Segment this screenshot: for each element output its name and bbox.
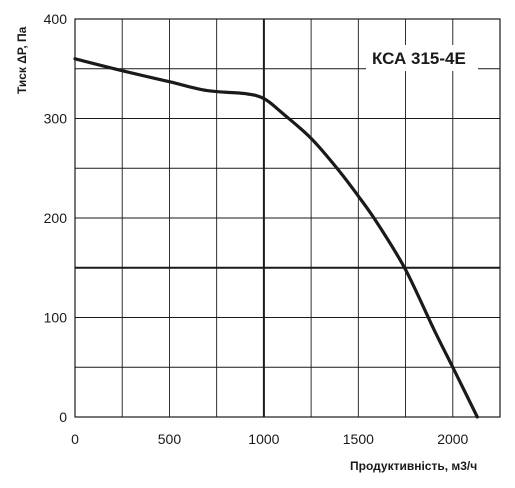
x-tick-label: 1500 xyxy=(343,431,374,447)
series-layer xyxy=(73,57,479,419)
x-tick-label: 1000 xyxy=(248,431,279,447)
title-box xyxy=(366,45,478,71)
y-tick-label: 100 xyxy=(44,310,68,326)
chart-title: КСА 315-4Е xyxy=(372,49,466,68)
y-tick-label: 400 xyxy=(44,11,68,27)
x-axis-label: Продуктивність, м3/ч xyxy=(350,459,477,473)
grid xyxy=(74,18,501,418)
x-tick-label: 0 xyxy=(71,431,79,447)
y-tick-label: 0 xyxy=(59,409,67,425)
y-tick-labels: 0 100 200 300 400 xyxy=(44,11,68,425)
reference-lines xyxy=(75,19,500,417)
y-axis-label: Тиск ΔP, Па xyxy=(15,26,29,94)
y-tick-label: 300 xyxy=(44,111,68,127)
performance-curve xyxy=(73,57,479,419)
x-tick-labels: 0 500 1000 1500 2000 xyxy=(71,431,468,447)
x-tick-label: 2000 xyxy=(437,431,468,447)
y-tick-label: 200 xyxy=(44,210,68,226)
plot-frame xyxy=(74,18,501,418)
plot-border xyxy=(74,18,501,418)
x-tick-label: 500 xyxy=(158,431,182,447)
